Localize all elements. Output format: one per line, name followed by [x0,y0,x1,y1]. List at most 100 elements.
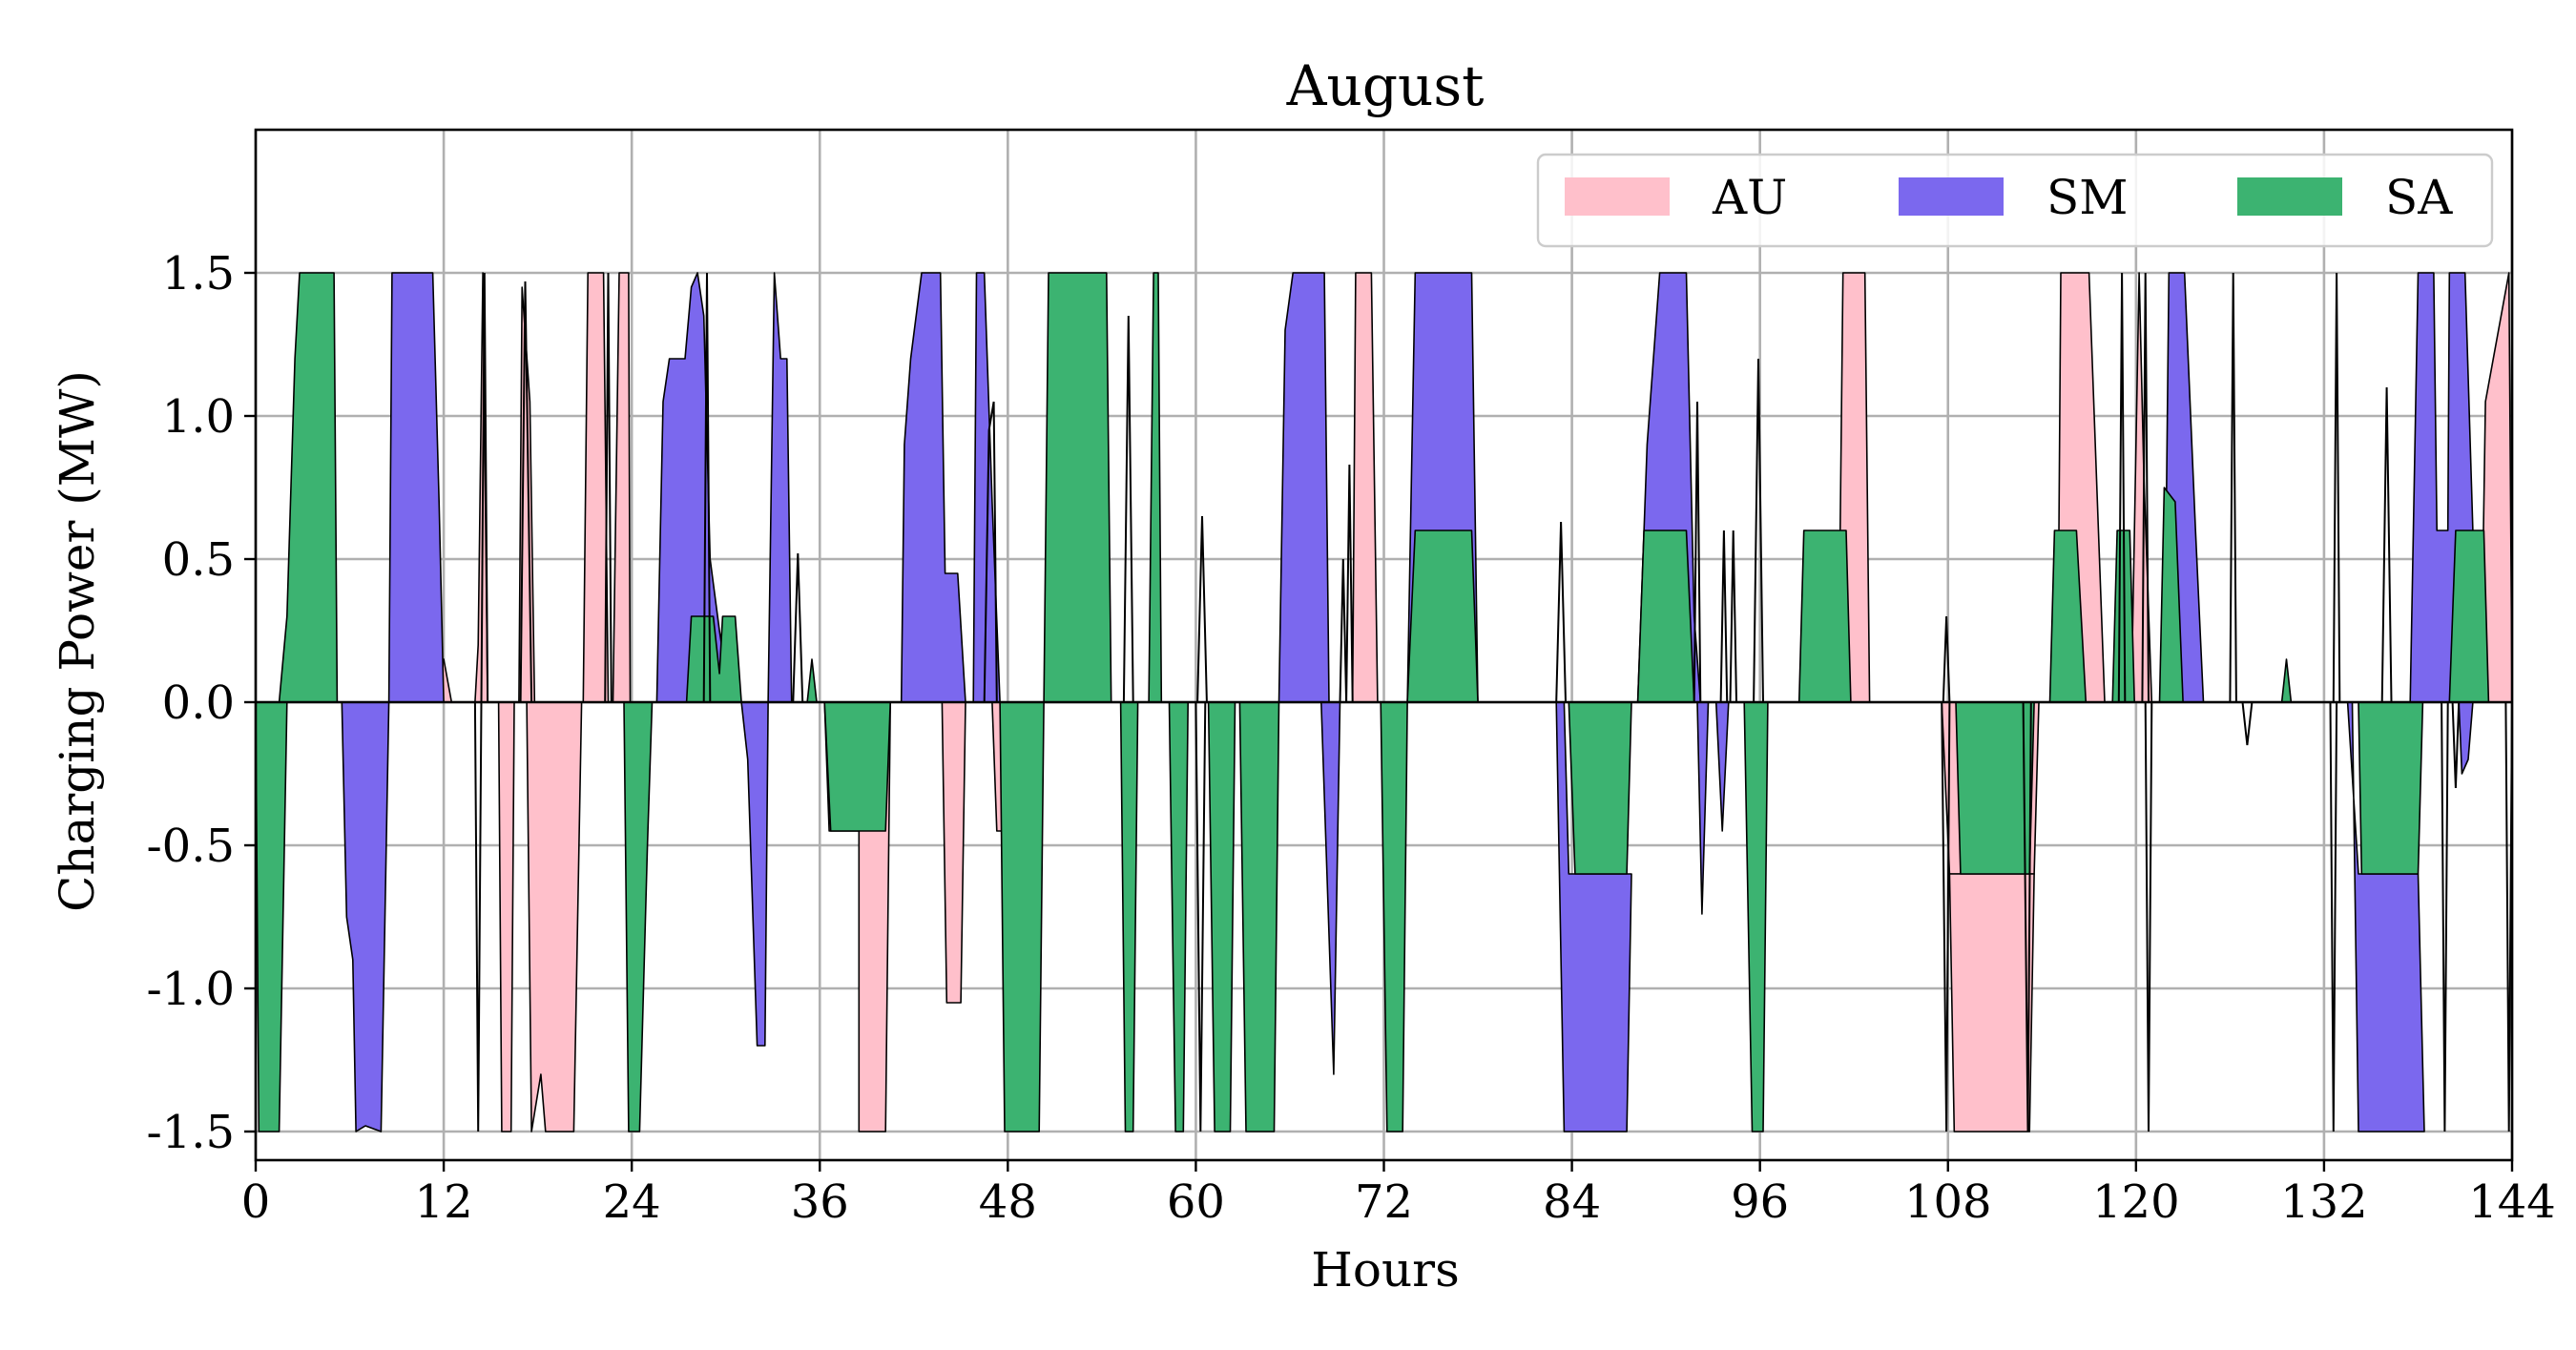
x-axis-label: Hours [1311,1242,1459,1298]
legend-label-sa: SA [2385,170,2453,225]
area-sa [806,658,818,703]
y-tick-label: 0.5 [162,533,235,587]
chart-title: August [1286,53,1485,118]
area-sm [341,701,390,1132]
x-tick-label: 24 [603,1175,661,1229]
total-power-line [1719,530,1729,703]
area-sm [1696,701,1710,915]
total-power-line [2332,272,2341,703]
x-tick-label: 96 [1731,1175,1789,1229]
x-tick-label: 0 [241,1175,271,1229]
area-sa [685,615,742,703]
area-sa [278,272,339,703]
x-tick-label: 60 [1167,1175,1225,1229]
x-tick-label: 12 [415,1175,473,1229]
total-power-line [604,272,613,703]
x-tick-label: 144 [2468,1175,2556,1229]
area-sm [1714,701,1730,832]
area-sa [1406,530,1479,703]
area-sm [1278,272,1330,703]
area-au [612,272,632,703]
total-power-line [1339,558,1348,703]
total-power-line [473,701,483,1132]
total-power-line [1942,615,1951,703]
area-sa [823,701,891,832]
total-power-line [2329,701,2338,1132]
area-layer [255,272,2513,1132]
legend: AU SM SA [1536,153,2494,248]
area-sm [740,701,769,1047]
area-au [497,701,515,1132]
area-sm [2458,701,2474,775]
area-sa [255,701,288,1132]
total-power-line [480,272,489,703]
x-tick-label: 36 [791,1175,849,1229]
total-power-line [1122,315,1134,703]
total-power-line [983,401,998,703]
x-tick-label: 132 [2280,1175,2368,1229]
x-tick-label: 108 [1904,1175,1992,1229]
tick-layer: 0 12 24 36 48 60 72 84 96 108 120 132 144 -1.5 -1.0 -0.… [146,247,2555,1229]
area-au [941,701,966,1004]
total-power-line [1196,515,1208,703]
total-power-line [1555,521,1567,703]
legend-swatch-sm [1899,177,2004,216]
total-power-line [792,552,804,703]
y-tick-label: 0.0 [162,676,235,730]
area-sa [1797,530,1852,703]
total-power-line [1753,358,1764,703]
area-au [582,272,610,703]
legend-label-sm: SM [2046,170,2128,225]
area-sa [999,701,1045,1132]
area-sa [1168,701,1189,1132]
y-tick-label: 1.0 [162,390,235,444]
area-sa [1636,530,1695,703]
total-power-line [1729,530,1737,703]
legend-label-au: AU [1712,170,1787,225]
total-power-line [1195,701,1207,1132]
total-power-line [2229,272,2237,703]
area-sm [767,272,793,703]
y-tick-label: -1.0 [146,963,235,1016]
legend-swatch-au [1565,177,1670,216]
area-sa [1207,701,1236,1132]
total-power-line [2144,701,2153,1132]
area-sa [2358,701,2424,875]
y-tick-label: -0.5 [146,820,235,873]
area-sa [1043,272,1112,703]
area-sm [387,272,445,703]
area-sa [2448,530,2490,703]
y-tick-label: -1.5 [146,1106,235,1159]
area-sm [1320,701,1341,1075]
area-sa [1238,701,1280,1132]
legend-swatch-sa [2237,177,2342,216]
total-power-line [702,272,712,703]
total-power-line [1941,701,1951,1132]
area-sa [1119,701,1139,1132]
y-axis-label: Charging Power (MW) [50,370,105,912]
legend-box [1536,153,2494,248]
total-power-line [2451,701,2461,789]
x-tick-label: 84 [1543,1175,1601,1229]
area-sm [900,272,966,703]
area-sa [623,701,654,1132]
area-au [1948,873,2035,1132]
area-au [526,701,583,1132]
total-power-line [519,280,533,703]
area-sa [1568,701,1632,875]
total-power-line [2022,701,2032,1132]
total-power-line [2441,701,2449,1132]
total-power-line [2117,272,2127,703]
area-sa [1955,701,2035,875]
total-power-line [2380,386,2393,703]
x-tick-label: 120 [2092,1175,2180,1229]
total-power-line [2141,272,2150,703]
x-tick-label: 48 [979,1175,1037,1229]
x-tick-label: 72 [1355,1175,1413,1229]
total-power-line [1345,464,1354,703]
total-power-line [2241,701,2254,746]
area-sa [1743,701,1769,1132]
total-power-line [1693,401,1702,703]
